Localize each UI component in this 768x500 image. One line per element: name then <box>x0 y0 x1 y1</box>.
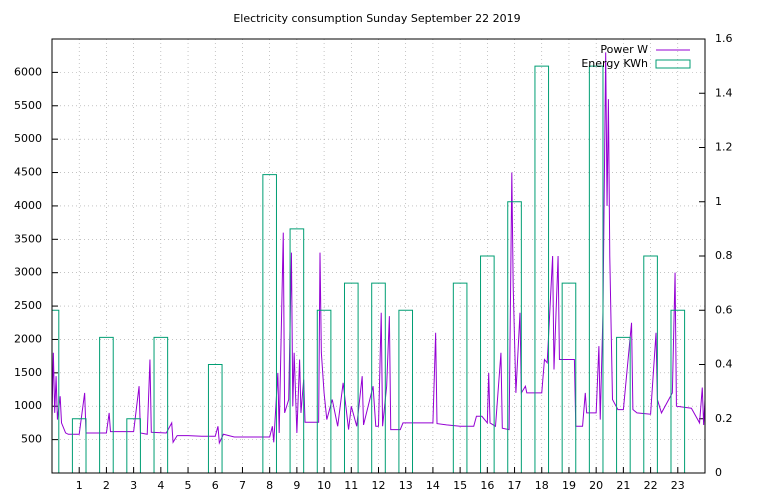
x-tick-label: 23 <box>671 479 685 492</box>
x-tick-label: 7 <box>239 479 246 492</box>
y-tick-label: 1500 <box>14 366 42 379</box>
y-tick-label: 5500 <box>14 99 42 112</box>
y2-tick-label: 0.6 <box>715 303 733 316</box>
x-tick-label: 17 <box>508 479 522 492</box>
x-tick-label: 22 <box>644 479 658 492</box>
x-tick-label: 14 <box>426 479 440 492</box>
energy-box <box>588 65 604 473</box>
energy-box <box>561 282 577 473</box>
x-tick-label: 6 <box>212 479 219 492</box>
energy-box <box>616 336 631 473</box>
energy-box <box>343 282 359 473</box>
x-tick-label: 2 <box>103 479 110 492</box>
x-tick-label: 13 <box>399 479 413 492</box>
legend-label: Power W <box>600 43 648 56</box>
x-tick-label: 12 <box>372 479 386 492</box>
energy-box <box>126 418 141 473</box>
energy-box <box>289 228 305 473</box>
y-tick-label: 2500 <box>14 299 42 312</box>
y2-tick-label: 1.4 <box>715 86 733 99</box>
y2-tick-label: 1.6 <box>715 32 733 45</box>
energy-box <box>371 282 386 473</box>
y-tick-label: 4000 <box>14 199 42 212</box>
x-tick-label: 21 <box>616 479 630 492</box>
x-tick-label: 9 <box>293 479 300 492</box>
y2-tick-label: 1.2 <box>715 141 733 154</box>
chart-title: Electricity consumption Sunday September… <box>233 12 520 25</box>
energy-box <box>452 282 468 473</box>
energy-box <box>480 255 495 473</box>
energy-box <box>316 309 332 473</box>
energy-box <box>398 309 414 473</box>
x-tick-label: 3 <box>130 479 137 492</box>
energy-box <box>670 309 686 473</box>
energy-box <box>643 255 658 473</box>
energy-box <box>99 336 114 473</box>
y2-tick-label: 0.4 <box>715 358 733 371</box>
x-tick-label: 18 <box>535 479 549 492</box>
y-tick-label: 3500 <box>14 232 42 245</box>
y-tick-label: 6000 <box>14 65 42 78</box>
y2-tick-label: 0.2 <box>715 412 733 425</box>
x-tick-label: 5 <box>185 479 192 492</box>
x-tick-label: 16 <box>480 479 494 492</box>
x-tick-label: 10 <box>317 479 331 492</box>
y-tick-label: 5000 <box>14 132 42 145</box>
y-tick-label: 2000 <box>14 332 42 345</box>
energy-box <box>207 364 223 473</box>
legend-swatch <box>655 59 691 69</box>
energy-box <box>153 336 169 473</box>
x-tick-label: 19 <box>562 479 576 492</box>
x-tick-label: 15 <box>453 479 467 492</box>
x-tick-label: 4 <box>157 479 164 492</box>
energy-box <box>507 201 522 473</box>
plot-area <box>52 52 705 473</box>
x-tick-label: 8 <box>266 479 273 492</box>
energy-box <box>71 418 87 473</box>
y2-tick-label: 0 <box>715 466 722 479</box>
x-tick-label: 11 <box>344 479 358 492</box>
energy-box <box>262 174 277 473</box>
y-tick-label: 500 <box>21 433 42 446</box>
y-tick-label: 3000 <box>14 266 42 279</box>
y2-tick-label: 1 <box>715 195 722 208</box>
x-tick-label: 20 <box>589 479 603 492</box>
y2-tick-label: 0.8 <box>715 249 733 262</box>
y-tick-label: 1000 <box>14 399 42 412</box>
legend-label: Energy KWh <box>581 57 648 70</box>
plot-border <box>51 38 706 474</box>
y-tick-label: 4500 <box>14 166 42 179</box>
x-tick-label: 1 <box>76 479 83 492</box>
energy-box <box>534 65 550 473</box>
